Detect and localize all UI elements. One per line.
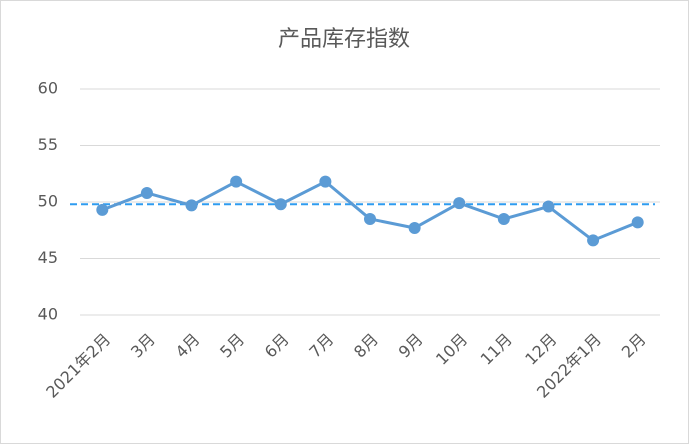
data-point xyxy=(587,234,600,247)
y-tick-label: 40 xyxy=(38,305,58,324)
data-point xyxy=(96,203,109,216)
y-tick-label: 60 xyxy=(38,79,58,98)
y-tick-label: 45 xyxy=(38,248,58,267)
data-point xyxy=(274,198,287,211)
data-point xyxy=(542,200,555,213)
data-point xyxy=(453,197,466,210)
y-tick-label: 50 xyxy=(38,192,58,211)
data-point xyxy=(631,216,644,229)
data-point xyxy=(230,175,243,188)
data-point xyxy=(185,199,198,212)
data-point xyxy=(140,186,153,199)
y-tick-label: 55 xyxy=(38,135,58,154)
data-point xyxy=(319,175,332,188)
data-point xyxy=(497,212,510,225)
data-point xyxy=(408,221,421,234)
data-point xyxy=(364,212,376,225)
chart-title: 产品库存指数 xyxy=(278,27,410,52)
